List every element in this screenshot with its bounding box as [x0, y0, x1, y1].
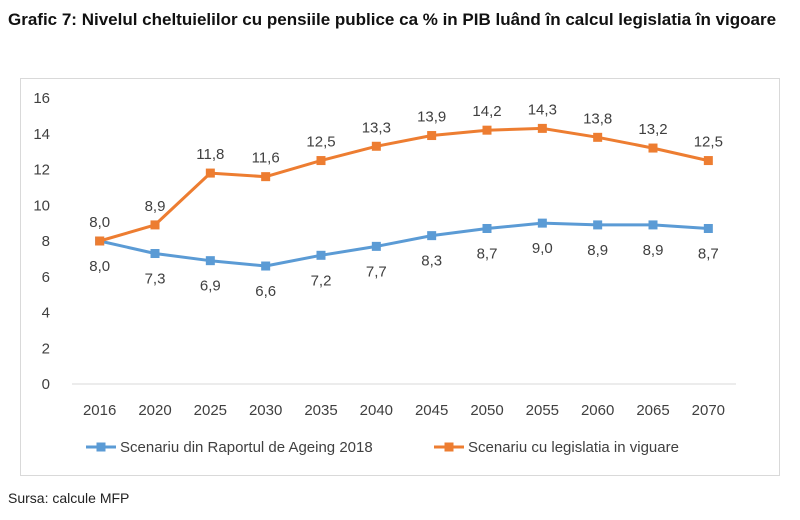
- source-note: Sursa: calcule MFP: [8, 490, 130, 506]
- data-label: 14,3: [528, 101, 557, 118]
- data-label: 8,7: [477, 245, 498, 262]
- data-label: 9,0: [532, 240, 553, 257]
- data-point: [150, 220, 160, 230]
- data-label: 7,3: [145, 271, 166, 288]
- data-point: [261, 261, 271, 271]
- x-tick-label: 2040: [360, 402, 393, 419]
- y-tick-label: 4: [42, 305, 50, 322]
- legend-label: Scenariu cu legislatia in viguare: [468, 439, 679, 456]
- x-tick-label: 2016: [83, 402, 116, 419]
- data-point: [703, 156, 713, 166]
- data-label: 8,0: [89, 214, 110, 231]
- data-label: 8,0: [89, 258, 110, 275]
- legend-marker: [96, 442, 106, 452]
- data-point: [537, 218, 547, 228]
- data-label: 12,5: [694, 134, 723, 151]
- data-label: 6,9: [200, 278, 221, 295]
- y-tick-label: 12: [33, 162, 50, 179]
- y-tick-label: 16: [33, 90, 50, 107]
- x-tick-label: 2020: [138, 402, 171, 419]
- legend-label: Scenariu din Raportul de Ageing 2018: [120, 439, 373, 456]
- data-point: [537, 123, 547, 133]
- data-point: [95, 236, 105, 246]
- data-label: 13,8: [583, 110, 612, 127]
- x-tick-label: 2055: [526, 402, 559, 419]
- data-point: [593, 132, 603, 142]
- data-label: 8,9: [145, 198, 166, 215]
- data-label: 13,3: [362, 119, 391, 136]
- data-point: [427, 131, 437, 141]
- legend-marker: [444, 442, 454, 452]
- y-tick-label: 10: [33, 197, 50, 214]
- data-point: [371, 141, 381, 151]
- x-tick-label: 2060: [581, 402, 614, 419]
- data-label: 8,9: [643, 242, 664, 259]
- data-point: [316, 250, 326, 260]
- y-tick-label: 14: [33, 126, 50, 143]
- data-point: [593, 220, 603, 230]
- data-point: [371, 241, 381, 251]
- data-label: 14,2: [472, 103, 501, 120]
- data-point: [261, 172, 271, 182]
- x-tick-label: 2065: [636, 402, 669, 419]
- data-label: 13,2: [638, 121, 667, 138]
- data-label: 6,6: [255, 283, 276, 300]
- y-tick-label: 8: [42, 233, 50, 250]
- x-tick-label: 2030: [249, 402, 282, 419]
- data-point: [648, 143, 658, 153]
- data-point: [482, 223, 492, 233]
- data-label: 8,3: [421, 253, 442, 270]
- line-chart: 0 2 4 6 8 10 12 14 16 2016 2020 2025 2030 2035 2040 204…: [33, 90, 736, 456]
- y-tick-label: 0: [42, 376, 50, 393]
- x-tick-label: 2070: [692, 402, 725, 419]
- data-label: 7,2: [311, 272, 332, 289]
- data-point: [205, 256, 215, 266]
- data-label: 8,7: [698, 245, 719, 262]
- data-label: 13,9: [417, 109, 446, 126]
- data-point: [316, 156, 326, 166]
- data-point: [427, 231, 437, 241]
- series-line-1: [99, 221, 709, 268]
- data-point: [703, 223, 713, 233]
- series-line-2: [99, 126, 709, 243]
- data-label: 8,9: [587, 242, 608, 259]
- data-point: [205, 168, 215, 178]
- chart-frame: [20, 78, 780, 476]
- data-label: 7,7: [366, 263, 387, 280]
- chart-title: Grafic 7: Nivelul cheltuielilor cu pensi…: [8, 10, 777, 29]
- y-tick-label: 6: [42, 269, 50, 286]
- data-point: [150, 249, 160, 259]
- x-tick-label: 2025: [194, 402, 227, 419]
- data-point: [648, 220, 658, 230]
- x-tick-label: 2035: [304, 402, 337, 419]
- data-label: 11,6: [252, 150, 280, 167]
- data-label: 12,5: [306, 134, 335, 151]
- data-label: 11,8: [196, 146, 224, 163]
- data-point: [482, 125, 492, 135]
- x-tick-label: 2050: [470, 402, 503, 419]
- y-tick-label: 2: [42, 340, 50, 357]
- x-tick-label: 2045: [415, 402, 448, 419]
